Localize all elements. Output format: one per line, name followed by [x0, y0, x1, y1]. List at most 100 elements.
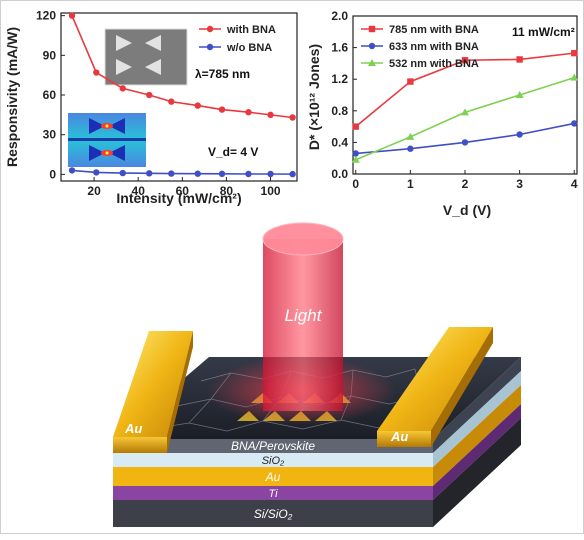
layer-label-sio2: SiO₂	[262, 455, 285, 467]
data-point	[168, 170, 175, 177]
data-point	[461, 139, 469, 146]
legend: with BNA w/o BNA	[199, 24, 276, 54]
x-tick-label: 100	[261, 184, 281, 198]
left-electrode-label: Au	[124, 421, 142, 436]
data-point	[206, 43, 214, 51]
left-electrode	[113, 331, 193, 453]
data-point	[570, 73, 579, 81]
data-point	[267, 111, 274, 119]
data-point	[368, 25, 376, 33]
data-point	[119, 85, 126, 92]
data-point	[146, 170, 153, 177]
data-point	[68, 167, 76, 174]
layer-label-au: Au	[265, 470, 281, 484]
legend-label: with BNA	[226, 24, 276, 36]
data-point	[119, 169, 126, 177]
right-electrode-label: Au	[390, 429, 408, 444]
data-point	[516, 56, 523, 63]
perovskite-layer	[113, 439, 433, 453]
data-point	[218, 106, 226, 113]
y-tick-label: 60	[43, 88, 57, 102]
data-point	[245, 170, 252, 178]
field-inset-image	[68, 113, 146, 167]
au-layer	[113, 467, 433, 486]
substrate-layer	[113, 500, 433, 527]
data-point	[352, 150, 359, 157]
side-face	[433, 385, 521, 486]
y-tick-label: 0.0	[331, 167, 348, 181]
layer-label-perovskite: BNA/Perovskite	[231, 439, 315, 453]
x-tick-label: 1	[407, 177, 414, 191]
data-point	[93, 169, 100, 176]
data-point	[515, 91, 524, 98]
layer-label-ti: Ti	[268, 488, 278, 500]
series-line	[71, 169, 293, 175]
data-point	[368, 42, 376, 50]
legend-label: 785 nm with BNA	[389, 24, 479, 36]
y-tick-label: 0.8	[331, 104, 348, 118]
side-face	[433, 404, 521, 500]
layer-label-substrate: Si/SiO₂	[254, 507, 293, 521]
y-tick-label: 1.6	[331, 41, 348, 55]
data-point	[407, 78, 414, 85]
x-tick-label: 80	[220, 184, 234, 198]
data-point	[168, 98, 175, 105]
x-tick-label: 2	[462, 177, 469, 191]
intensity-annotation: 11 mW/cm²	[512, 25, 575, 39]
y-tick-label: 0	[49, 167, 56, 181]
side-face	[433, 357, 521, 453]
legend: 785 nm with BNA 633 nm with BNA 532 nm wit…	[361, 24, 479, 70]
device-illustration: Light Au Au BNA/Perovskite SiO₂ Au Ti Si…	[113, 222, 521, 527]
data-point	[245, 109, 252, 116]
data-point	[218, 170, 226, 178]
x-tick-label: 4	[571, 177, 578, 191]
series-line	[71, 15, 293, 119]
data-point	[368, 59, 376, 66]
y-tick-label: 90	[43, 48, 57, 62]
x-tick-label: 20	[87, 184, 101, 198]
sem-inset-image	[104, 28, 188, 86]
data-point	[571, 49, 578, 57]
data-point	[407, 145, 414, 152]
x-tick-label: 40	[132, 184, 146, 198]
y-tick-label: 0.4	[331, 135, 348, 149]
data-point	[571, 120, 578, 127]
x-tick-label: 0	[352, 177, 359, 191]
data-point	[289, 170, 296, 178]
y-tick-label: 2.0	[331, 9, 348, 23]
data-point	[516, 131, 523, 138]
data-point	[351, 155, 360, 163]
data-point	[194, 102, 201, 109]
data-point	[289, 114, 296, 121]
ti-layer	[113, 486, 433, 500]
data-point	[146, 91, 153, 99]
x-axis-label: Intensity (mW/cm²)	[116, 190, 241, 206]
x-tick-label: 60	[176, 184, 190, 198]
bias-annotation: V_d= 4 V	[208, 145, 258, 159]
y-tick-label: 1.2	[331, 72, 348, 86]
light-label: Light	[285, 306, 323, 325]
sio2-layer	[113, 453, 433, 467]
data-point	[461, 108, 469, 116]
y-tick-label: 30	[43, 128, 57, 142]
y-tick-label: 120	[36, 9, 56, 23]
data-point	[267, 170, 274, 178]
data-point	[194, 170, 201, 177]
data-point	[93, 69, 100, 76]
x-tick-label: 3	[516, 177, 523, 191]
side-face	[433, 418, 521, 527]
light-beam	[262, 222, 344, 411]
right-electrode	[377, 327, 493, 447]
data-point	[68, 12, 76, 19]
y-axis-label: D* (×10¹² Jones)	[306, 44, 322, 150]
plot-frame	[352, 15, 578, 175]
legend-label: 633 nm with BNA	[389, 41, 479, 53]
detectivity-chart: 0 1 2 3 4 0.0 0.4 0.8 1.2 1.6 2.0 11 mW/cm² V_d (V…	[306, 9, 579, 218]
data-point	[406, 132, 415, 140]
legend-label: w/o BNA	[226, 42, 272, 54]
y-axis-label: Responsivity (mA/W)	[4, 27, 20, 167]
wavelength-annotation: λ=785 nm	[195, 67, 250, 81]
data-point	[206, 25, 214, 33]
